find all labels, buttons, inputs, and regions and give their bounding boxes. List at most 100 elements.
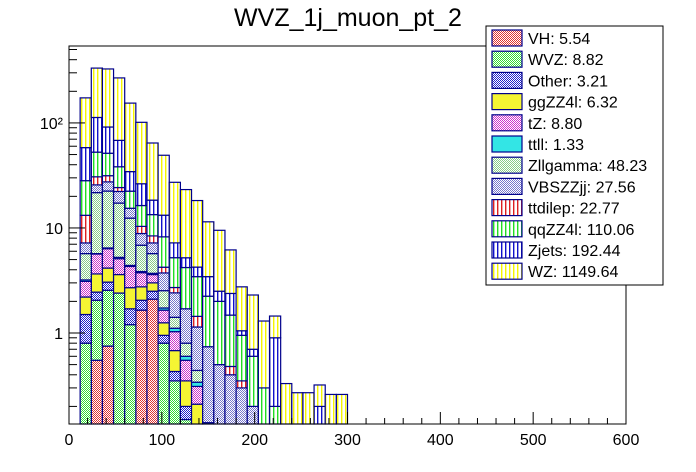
bar-wz-bin-6 (146, 142, 159, 201)
legend-item-qqzz4l: qqZZ4l: 110.06 (491, 220, 635, 239)
bar-qqzz4l-bin-6 (146, 214, 159, 237)
bar-vbszzjj-bin-6 (146, 242, 159, 255)
bar-ggzz4l-bin-3 (112, 273, 126, 294)
bar-wz-bin-2 (101, 68, 115, 128)
bar-wz-bin-20 (302, 392, 315, 425)
bar-vbszzjj-bin-10 (190, 326, 204, 372)
bar-wvz-bin-4 (124, 324, 137, 425)
bar-zllgamma-bin-8 (168, 316, 181, 329)
legend-swatch (491, 177, 523, 195)
bar-vbszzjj-bin-9 (179, 308, 193, 344)
series-qqzz4l (79, 151, 282, 425)
bar-wvz-bin-9 (179, 418, 193, 425)
x-axis: 0 100 200 300 400 500 600 (65, 412, 640, 449)
x-tick-label: 0 (65, 432, 74, 449)
legend-swatch (491, 135, 523, 153)
x-tick-label: 100 (148, 432, 175, 449)
bar-wz-bin-12 (213, 229, 226, 292)
legend-item-ggzz4l: ggZZ4l: 6.32 (491, 92, 618, 112)
legend-item-vbszzjj: VBSZZjj: 27.56 (491, 177, 636, 196)
legend-label: Zllgamma: 48.23 (528, 158, 647, 175)
bar-wz-bin-14 (235, 286, 248, 332)
bar-ttdilep-bin-1 (90, 176, 104, 186)
y-axis: 1 10 10² (40, 49, 85, 407)
bar-zjets-bin-0 (79, 147, 92, 182)
x-tick-label: 600 (613, 432, 640, 449)
legend-label: Zjets: 192.44 (528, 243, 621, 260)
x-tick-label: 400 (427, 432, 454, 449)
legend-item-wvz: WVZ: 8.82 (491, 50, 604, 69)
bar-wz-bin-19 (291, 392, 304, 425)
bar-qqzz4l-bin-7 (157, 236, 170, 268)
bar-wz-bin-21 (313, 384, 326, 408)
bar-zllgamma-bin-10 (190, 369, 204, 383)
legend-label: tZ: 8.80 (528, 116, 582, 133)
bar-qqzz4l-bin-2 (101, 152, 115, 177)
bar-ttdilep-bin-7 (157, 266, 170, 274)
legend-label: WZ: 1149.64 (528, 264, 619, 281)
bar-zjets-bin-9 (179, 257, 193, 269)
bar-qqzz4l-bin-14 (235, 334, 248, 382)
bar-qqzz4l-bin-16 (257, 387, 271, 425)
bar-wz-bin-10 (190, 199, 204, 268)
bar-qqzz4l-bin-11 (202, 295, 215, 348)
bar-wz-bin-8 (168, 181, 181, 244)
bar-zjets-bin-5 (135, 183, 148, 207)
chart-title: WVZ_1j_muon_pt_2 (234, 4, 462, 32)
bar-qqzz4l-bin-12 (213, 300, 226, 366)
bar-zjets-bin-4 (124, 171, 137, 192)
x-tick-label: 500 (520, 432, 547, 449)
legend-swatch (491, 92, 523, 111)
bar-tz-bin-10 (190, 385, 204, 405)
series-ggzz4l (79, 267, 204, 425)
bar-ggzz4l-bin-4 (124, 287, 137, 310)
series-zllgamma (79, 190, 204, 383)
bar-ttll-bin-10 (190, 381, 204, 388)
bar-wvz-bin-3 (112, 292, 126, 425)
bar-tz-bin-2 (101, 248, 115, 269)
bar-qqzz4l-bin-8 (168, 257, 181, 289)
bar-qqzz4l-bin-17 (268, 405, 282, 425)
x-tick-label: 200 (241, 432, 268, 449)
bar-tz-bin-7 (157, 309, 170, 324)
bar-vh-bin-1 (90, 359, 104, 425)
bar-ggzz4l-bin-6 (146, 282, 159, 292)
bar-zjets-bin-10 (190, 266, 204, 278)
bar-wz-bin-23 (335, 393, 349, 425)
bar-zllgamma-bin-4 (124, 217, 137, 267)
bar-zllgamma-bin-6 (146, 253, 159, 274)
bar-ggzz4l-bin-8 (168, 349, 181, 373)
bar-tz-bin-1 (90, 253, 104, 275)
bar-ggzz4l-bin-2 (101, 267, 115, 283)
bar-qqzz4l-bin-0 (79, 180, 92, 216)
bar-other-bin-1 (90, 291, 104, 301)
bar-wvz-bin-2 (101, 289, 115, 347)
bar-wz-bin-5 (135, 121, 148, 185)
bar-ggzz4l-bin-10 (190, 403, 204, 425)
bar-wz-bin-18 (280, 382, 293, 425)
bar-zllgamma-bin-2 (101, 190, 115, 249)
bar-vbszzjj-bin-3 (112, 190, 126, 204)
bar-vbszzjj-bin-7 (157, 272, 170, 292)
bar-zjets-bin-17 (268, 337, 282, 408)
bar-zllgamma-bin-3 (112, 202, 126, 258)
bar-other-bin-0 (79, 313, 92, 344)
bar-ggzz4l-bin-1 (90, 273, 104, 293)
legend-swatch (491, 156, 523, 174)
series-tz (79, 248, 204, 405)
bar-wz-bin-3 (112, 77, 126, 141)
bar-qqzz4l-bin-15 (246, 355, 259, 408)
bar-other-bin-7 (157, 334, 170, 344)
bar-ttdilep-bin-14 (235, 380, 248, 389)
y-tick-label: 10² (40, 116, 64, 133)
bar-zllgamma-bin-0 (79, 253, 92, 281)
legend-label: ttll: 1.33 (528, 137, 584, 154)
legend-item-vh: VH: 5.54 (491, 29, 590, 48)
bar-wz-bin-1 (90, 67, 104, 119)
series-wz (79, 67, 349, 425)
legend-item-ttll: ttll: 1.33 (491, 135, 584, 154)
legend-swatch (491, 50, 523, 68)
bar-wz-bin-17 (268, 315, 282, 339)
legend: VH: 5.54 WVZ: 8.82 Other: 3.21 ggZZ4l: 6.32… (485, 25, 664, 286)
bar-ttdilep-bin-2 (101, 175, 115, 183)
